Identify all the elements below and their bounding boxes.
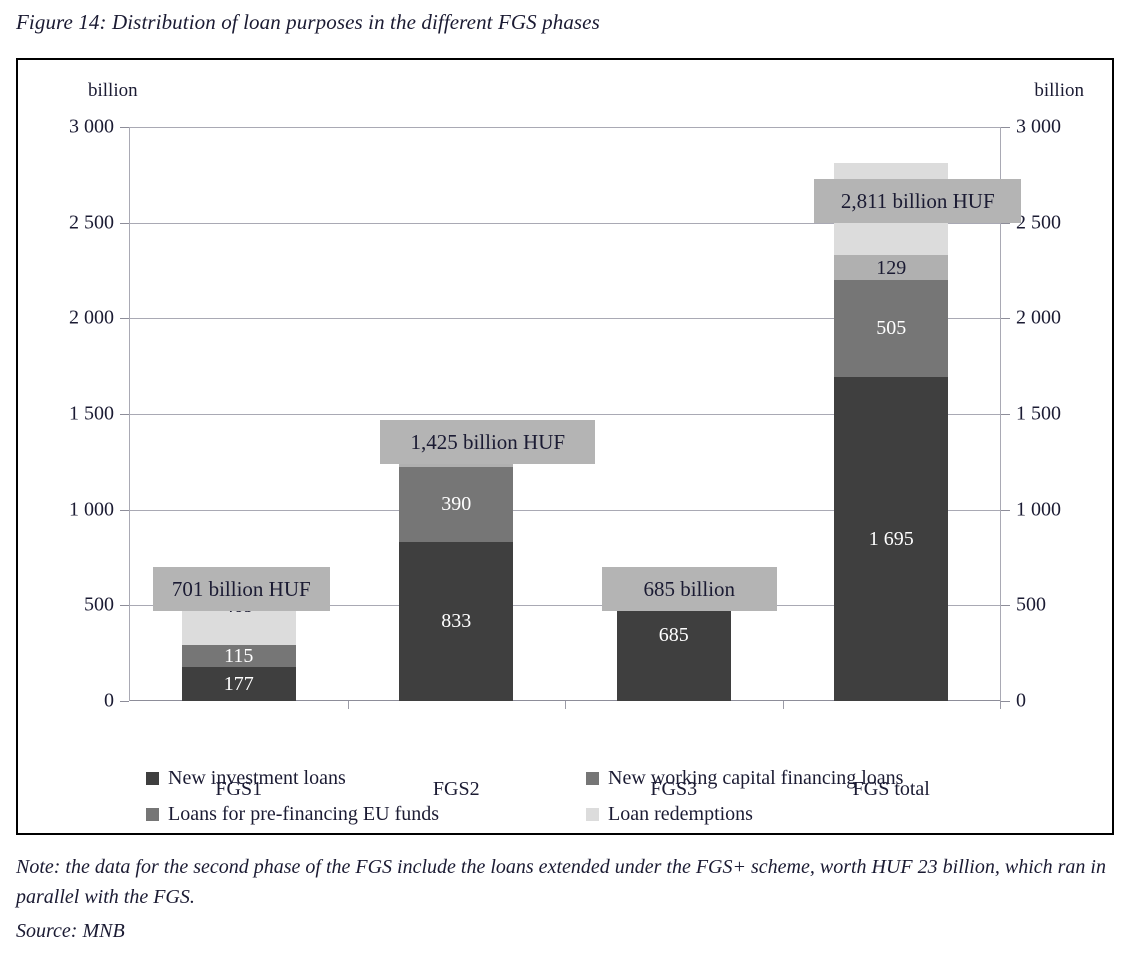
legend-label: New working capital financing loans <box>608 766 904 789</box>
x-tick-mark <box>347 701 349 709</box>
bar-segment-value-label: 177 <box>223 673 254 696</box>
unit-label-right: billion <box>1034 80 1084 101</box>
bar-group-fgs-total[interactable]: 1 695505129482 <box>834 163 949 701</box>
y-axis-tick-label-left: 500 <box>84 593 114 616</box>
legend-swatch-icon <box>586 807 599 821</box>
bar-segment-value-label: 1 695 <box>868 527 914 550</box>
legend-item[interactable]: Loan redemptions <box>586 803 753 826</box>
total-callout-fgs3: 685 billion <box>601 567 777 611</box>
bar-segment-value-label: 833 <box>441 610 472 633</box>
y-tick-mark-left <box>120 701 129 702</box>
y-tick-mark-left <box>120 127 129 128</box>
bar-group-fgs2[interactable]: 83339012973 <box>399 425 514 701</box>
legend-item[interactable]: Loans for pre-financing EU funds <box>146 803 586 826</box>
x-tick-mark <box>565 701 566 709</box>
legend-row: New investment loans New working capital … <box>146 760 1076 796</box>
total-callout-fgs1: 701 billion HUF <box>152 567 330 611</box>
bar-segment-value-label: 115 <box>224 645 254 668</box>
y-tick-mark-left <box>120 509 129 511</box>
gridline <box>130 127 1000 128</box>
y-tick-mark-right <box>1001 605 1010 607</box>
legend-row: Loans for pre-financing EU funds Loan red… <box>146 796 1076 832</box>
x-axis-category-label: FGS total <box>852 778 930 800</box>
bar-segment[interactable]: 177 <box>181 667 296 701</box>
bar-segment-value-label: 390 <box>441 493 472 516</box>
y-axis-tick-label-left: 1 500 <box>69 402 114 425</box>
y-axis-tick-label-right: 0 <box>1016 689 1026 712</box>
legend-item[interactable]: New working capital financing loans <box>586 767 903 790</box>
y-axis-tick-label-left: 2 000 <box>69 306 114 329</box>
bar-segment[interactable]: 390 <box>399 467 514 542</box>
y-axis-tick-label-right: 3 000 <box>1016 115 1061 138</box>
source-text: Source: MNB <box>16 920 125 942</box>
gridline <box>130 509 1000 511</box>
x-axis-category-label: FGS2 <box>432 778 480 800</box>
bar-segment[interactable]: 129 <box>834 255 949 281</box>
y-axis-right-spine <box>1000 127 1001 701</box>
bar-segment[interactable]: 505 <box>834 280 949 377</box>
legend-label: Loans for pre-financing EU funds <box>168 802 440 825</box>
gridline <box>130 222 1000 224</box>
bar-segment[interactable]: 833 <box>399 541 514 701</box>
bar-segment-value-label: 685 <box>658 624 689 647</box>
y-tick-mark-right <box>1001 222 1010 224</box>
y-axis-tick-label-right: 1 000 <box>1016 498 1061 521</box>
x-axis-category-label: FGS1 <box>215 778 263 800</box>
y-tick-mark-left <box>120 318 129 320</box>
plot-area: 3 000 3 000 2 500 2 500 2 000 2 000 1 500 1 500… <box>69 116 1061 801</box>
chart-frame: billion billion 3 000 3 000 2 500 2 500 2 00… <box>16 58 1114 835</box>
notes-block: Note: the data for the second phase of t… <box>16 852 1121 946</box>
legend-swatch-icon <box>146 807 159 821</box>
note-text: Note: the data for the second phase of t… <box>16 856 1106 908</box>
y-tick-mark-left <box>120 414 129 415</box>
legend-label: Loan redemptions <box>608 802 753 825</box>
gridline <box>130 414 1000 415</box>
legend-swatch-icon <box>586 771 599 785</box>
y-axis-left-spine <box>129 127 130 701</box>
gridline <box>130 318 1000 320</box>
y-axis-tick-label-right: 2 000 <box>1016 306 1061 329</box>
total-callout-fgs-total: 2,811 billion HUF <box>814 179 1022 223</box>
x-axis-category-label: FGS3 <box>650 778 698 800</box>
y-tick-mark-left <box>120 605 129 607</box>
y-axis-tick-label-right: 500 <box>1016 593 1046 616</box>
y-tick-mark-right <box>1001 701 1010 702</box>
x-tick-mark <box>782 701 784 709</box>
y-tick-mark-left <box>120 222 129 224</box>
gridline <box>130 605 1000 607</box>
legend-label: New investment loans <box>168 766 346 789</box>
y-tick-mark-right <box>1001 127 1010 128</box>
bar-segment-value-label: 505 <box>876 317 907 340</box>
y-tick-mark-right <box>1001 509 1010 511</box>
legend-swatch-icon <box>146 771 159 785</box>
y-axis-tick-label-left: 3 000 <box>69 115 114 138</box>
x-axis-baseline <box>130 700 1000 701</box>
total-callout-fgs2: 1,425 billion HUF <box>380 420 596 464</box>
y-axis-tick-label-right: 2 500 <box>1016 211 1061 234</box>
bar-segment-value-label: 129 <box>876 256 907 279</box>
y-axis-tick-label-left: 2 500 <box>69 211 114 234</box>
unit-label-left: billion <box>88 80 138 101</box>
y-axis-tick-label-right: 1 500 <box>1016 402 1061 425</box>
y-tick-mark-right <box>1001 318 1010 320</box>
y-axis-tick-label-left: 0 <box>104 689 114 712</box>
y-tick-mark-right <box>1001 414 1010 415</box>
bar-segment[interactable]: 1 695 <box>834 376 949 701</box>
chart-legend: New investment loans New working capital … <box>146 760 1076 832</box>
x-tick-mark <box>1000 701 1001 709</box>
legend-item[interactable]: New investment loans <box>146 767 586 790</box>
figure-caption: Figure 14: Distribution of loan purposes… <box>16 10 600 34</box>
bar-segment[interactable]: 115 <box>181 645 296 668</box>
y-axis-tick-label-left: 1 000 <box>69 498 114 521</box>
